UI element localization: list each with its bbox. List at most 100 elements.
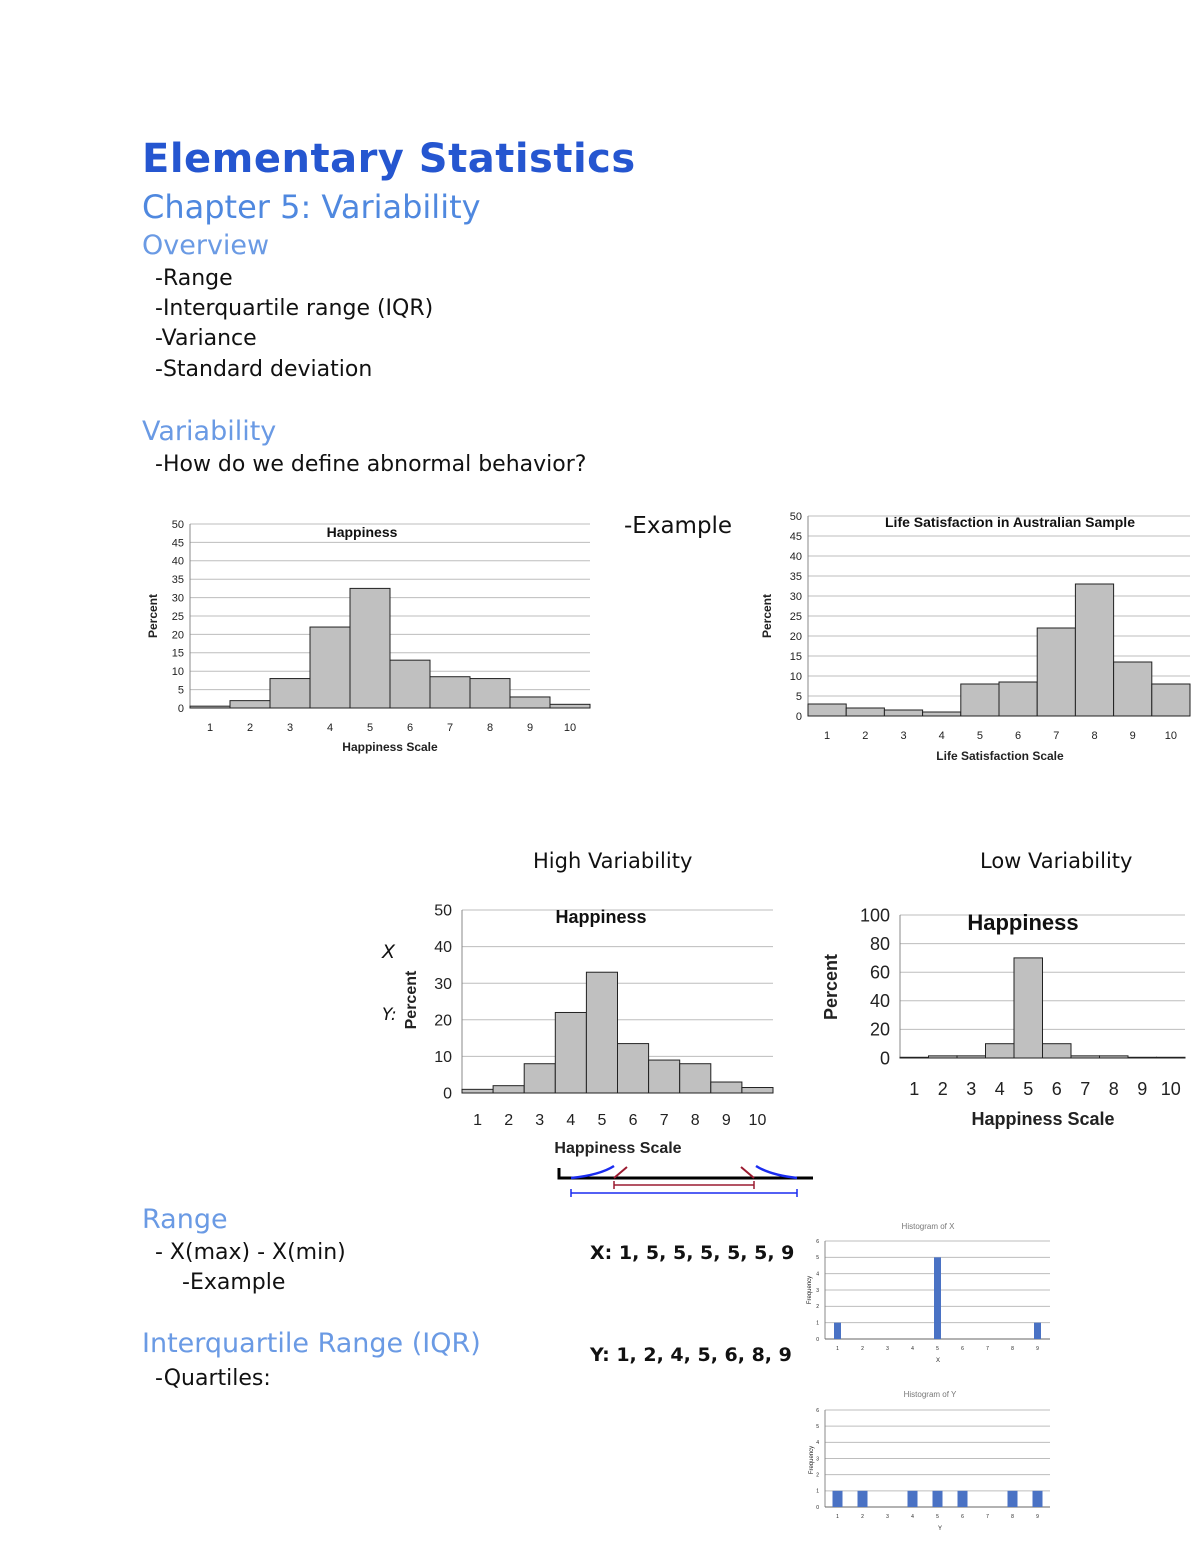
x-marker: X xyxy=(382,941,396,963)
x-tick-label: 4 xyxy=(566,1112,575,1129)
bar xyxy=(899,1056,929,1059)
x-tick-label: 2 xyxy=(504,1112,513,1129)
bar xyxy=(461,1088,494,1094)
x-tick-label: 4 xyxy=(327,722,333,734)
low-variability-label: Low Variability xyxy=(980,849,1133,873)
x-tick-label: 2 xyxy=(247,722,253,734)
x-tick-label: 1 xyxy=(473,1112,482,1129)
x-tick-label: 7 xyxy=(986,1346,989,1352)
y-tick-label: 4 xyxy=(816,1440,819,1446)
bar xyxy=(985,1043,1015,1059)
bar xyxy=(845,707,885,717)
bar xyxy=(957,1490,968,1507)
chart-6: 0 1 2 3 4 5 6 1 2 3 4 5 6 7 8 9 Histogram of Y Y Frequency xyxy=(809,1390,1050,1532)
range-heading: Range xyxy=(142,1204,228,1235)
y-tick-label: 5 xyxy=(816,1424,819,1430)
y-tick-label: 15 xyxy=(172,648,184,660)
y-tick-label: 20 xyxy=(434,1012,452,1029)
x-tick-label: 1 xyxy=(836,1514,839,1520)
iqr-heading: Interquartile Range (IQR) xyxy=(142,1328,481,1359)
y-tick-label: 0 xyxy=(178,703,184,715)
bar xyxy=(229,700,271,709)
x-tick-label: 4 xyxy=(911,1514,914,1520)
bar xyxy=(1034,1322,1041,1339)
x-tick-label: 6 xyxy=(961,1346,964,1352)
y-tick-label: 5 xyxy=(796,691,802,703)
y-axis-label: Frequency xyxy=(809,1446,815,1474)
bar xyxy=(349,587,391,709)
bar xyxy=(585,971,619,1094)
y-tick-label: 25 xyxy=(172,611,184,623)
y-tick-label: 40 xyxy=(870,991,890,1011)
range-iqr-annotation xyxy=(557,1164,813,1197)
bar xyxy=(269,678,311,709)
x-tick-label: 9 xyxy=(722,1112,731,1129)
chart-title: Histogram of X xyxy=(902,1222,956,1231)
y-tick-label: 3 xyxy=(816,1456,819,1462)
x-tick-label: 2 xyxy=(861,1346,864,1352)
x-axis-label: Happiness Scale xyxy=(342,740,438,754)
x-axis-label: Happiness Scale xyxy=(554,1140,681,1157)
y-tick-label: 45 xyxy=(790,531,802,543)
x-tick-label: 1 xyxy=(207,722,213,734)
y-tick-label: 25 xyxy=(790,611,802,623)
y-tick-label: 10 xyxy=(172,666,184,678)
x-tick-label: 3 xyxy=(966,1079,976,1099)
y-tick-label: 30 xyxy=(172,592,184,604)
y-axis-label: Percent xyxy=(760,594,774,638)
x-tick-label: 8 xyxy=(1091,730,1097,742)
chart-5: 0 1 2 3 4 5 6 1 2 3 4 5 6 7 8 9 Histogram of X X Frequency xyxy=(807,1222,1050,1364)
bar xyxy=(928,1055,958,1059)
x-tick-label: 5 xyxy=(597,1112,606,1129)
high-variability-label: High Variability xyxy=(533,849,693,873)
y-tick-label: 45 xyxy=(172,537,184,549)
y-tick-label: 50 xyxy=(434,903,452,920)
y-tick-label: 40 xyxy=(172,556,184,568)
x-tick-label: 6 xyxy=(1015,730,1021,742)
y-tick-label: 20 xyxy=(790,631,802,643)
x-tick-label: 4 xyxy=(911,1346,914,1352)
x-tick-label: 5 xyxy=(936,1514,939,1520)
y-tick-label: 5 xyxy=(178,684,184,696)
y-tick-label: 0 xyxy=(880,1048,890,1068)
bar xyxy=(1036,627,1076,717)
y-tick-label: 50 xyxy=(790,511,802,523)
x-tick-label: 5 xyxy=(977,730,983,742)
y-axis-label: Percent xyxy=(821,954,841,1020)
bar xyxy=(648,1059,681,1094)
x-tick-label: 7 xyxy=(660,1112,669,1129)
y-axis-label: Frequency xyxy=(807,1276,813,1304)
bar xyxy=(1032,1490,1043,1507)
y-tick-label: 0 xyxy=(816,1505,819,1511)
x-tick-label: 6 xyxy=(1052,1079,1062,1099)
y-tick-label: 4 xyxy=(816,1271,819,1277)
range-formula: - X(max) - X(min) xyxy=(155,1240,346,1265)
bar xyxy=(907,1490,918,1507)
bar xyxy=(807,703,847,717)
x-values: X: 1, 5, 5, 5, 5, 5, 9 xyxy=(590,1242,795,1264)
x-tick-label: 4 xyxy=(939,730,945,742)
bar xyxy=(617,1043,650,1094)
bar xyxy=(741,1087,774,1094)
x-tick-label: 8 xyxy=(1011,1514,1014,1520)
x-tick-label: 10 xyxy=(749,1112,767,1129)
y-tick-label: 1 xyxy=(816,1489,819,1495)
right-tail-curve xyxy=(755,1164,798,1180)
variability-question: -How do we define abnormal behavior? xyxy=(155,452,587,477)
chart-3: 0 10 20 30 40 50 1 2 3 4 5 6 7 8 9 10 Happiness Happiness… xyxy=(403,903,774,1157)
y-axis-label: Percent xyxy=(403,970,420,1029)
bar xyxy=(956,1055,986,1059)
x-tick-label: 3 xyxy=(535,1112,544,1129)
y-tick-label: 3 xyxy=(816,1288,819,1294)
y-tick-label: 2 xyxy=(816,1304,819,1310)
x-tick-label: 8 xyxy=(1011,1346,1014,1352)
bar xyxy=(1074,583,1115,717)
bar xyxy=(1127,1056,1157,1059)
x-tick-label: 2 xyxy=(862,730,868,742)
y-tick-label: 5 xyxy=(816,1255,819,1261)
chart-title: Happiness xyxy=(327,524,398,540)
x-tick-label: 2 xyxy=(938,1079,948,1099)
bar xyxy=(509,696,551,709)
